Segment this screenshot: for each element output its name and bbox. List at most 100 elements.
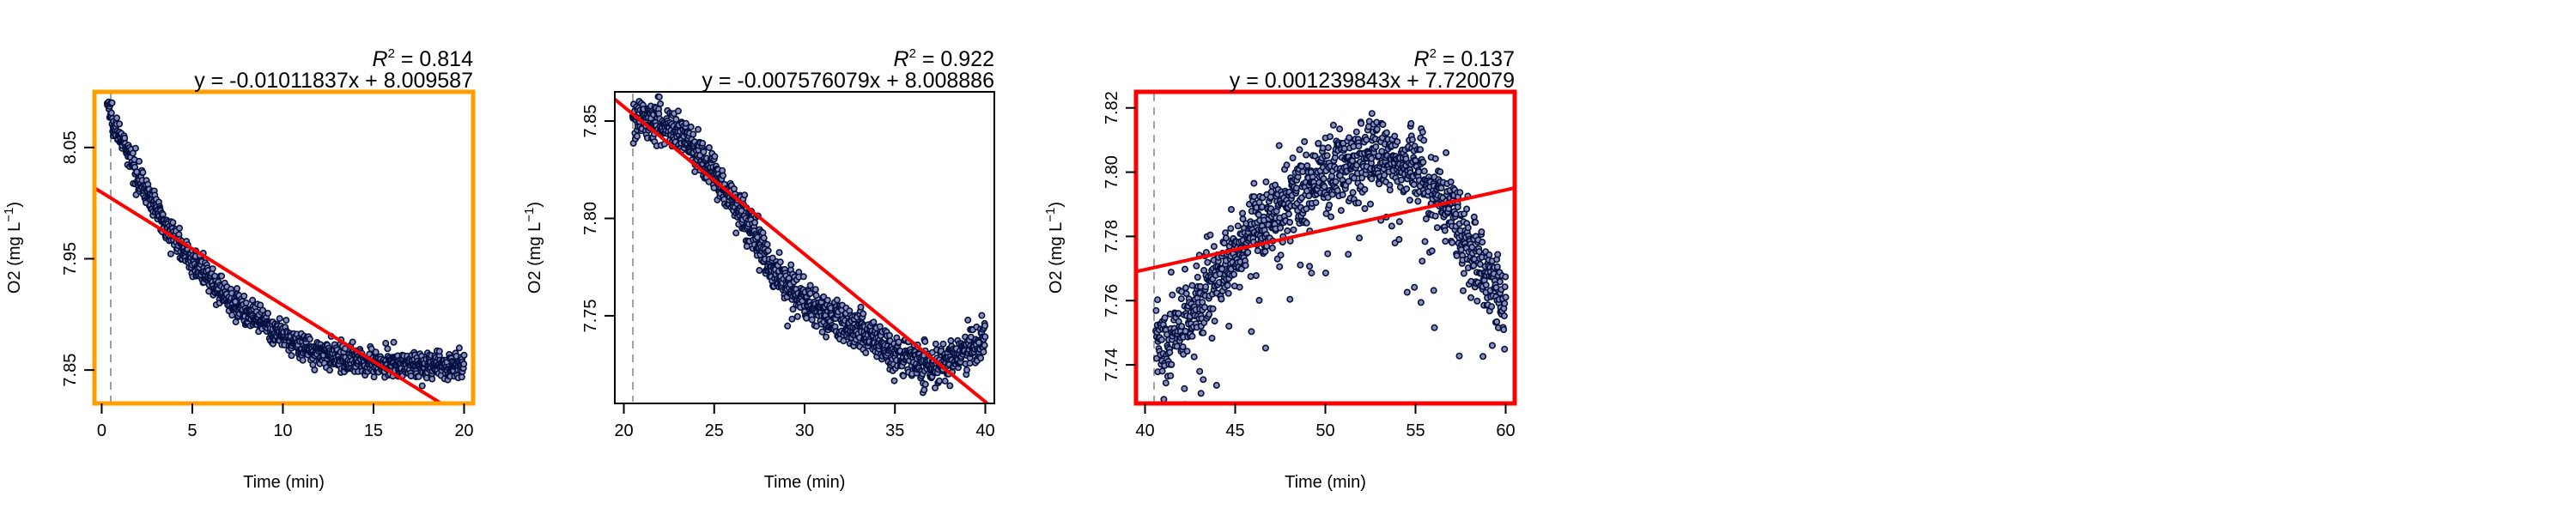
data-point <box>784 322 792 330</box>
y-tick-label: 7.74 <box>1103 348 1121 382</box>
data-point <box>1388 222 1395 230</box>
data-point <box>341 345 349 353</box>
data-point <box>1324 250 1332 258</box>
data-point <box>1361 185 1369 193</box>
regression-equation: y = -0.007576079x + 8.008886 <box>702 69 994 93</box>
data-point <box>1382 129 1390 136</box>
data-point <box>1167 269 1175 276</box>
data-point <box>1411 283 1419 291</box>
r-squared-label: R2 = 0.137 <box>1414 46 1515 71</box>
data-point <box>1419 258 1426 265</box>
data-point <box>1297 162 1305 170</box>
data-point <box>920 386 928 394</box>
data-point <box>1337 207 1345 215</box>
data-point <box>1361 205 1369 213</box>
data-point <box>1262 178 1270 185</box>
data-point <box>167 250 174 258</box>
data-point <box>1157 336 1165 343</box>
data-point <box>1178 323 1186 330</box>
data-point <box>1421 238 1429 245</box>
y-tick-label: 7.85 <box>581 105 600 138</box>
data-point <box>1345 251 1352 258</box>
y-tick-label: 7.75 <box>581 299 600 332</box>
data-point <box>1152 306 1160 314</box>
data-point <box>756 266 763 274</box>
data-point <box>1193 262 1200 270</box>
x-tick-label: 20 <box>614 421 633 440</box>
data-point <box>384 345 392 353</box>
data-point <box>980 348 987 355</box>
data-points <box>629 93 989 397</box>
data-point <box>921 380 929 388</box>
data-point <box>1368 110 1376 118</box>
data-point <box>1398 176 1406 184</box>
data-point <box>1284 227 1291 234</box>
data-point <box>1323 152 1331 160</box>
x-tick-label: 10 <box>273 421 292 440</box>
data-point <box>1467 294 1475 301</box>
regression-fit-line <box>1136 185 1515 274</box>
data-point <box>633 132 641 140</box>
data-point <box>1449 239 1456 246</box>
data-point <box>228 312 236 319</box>
data-point <box>719 172 726 179</box>
y-axis-ticks: 7.85 7.95 8.05 <box>61 130 94 387</box>
data-point <box>1210 243 1218 251</box>
data-point <box>372 348 380 356</box>
data-point <box>264 309 271 317</box>
data-point <box>1190 353 1198 360</box>
regression-equation: y = 0.001239843x + 7.720079 <box>1230 69 1515 93</box>
data-point <box>978 312 986 319</box>
data-point <box>1212 381 1220 389</box>
data-point <box>1355 199 1363 207</box>
data-point <box>1222 234 1230 242</box>
data-point <box>1501 283 1509 291</box>
data-point <box>1500 415 1505 421</box>
data-point <box>1204 258 1212 266</box>
data-point <box>1431 212 1439 220</box>
y-axis-ticks: 7.75 7.80 7.85 <box>581 105 615 332</box>
data-point <box>1244 249 1252 257</box>
data-point <box>764 246 772 254</box>
data-point <box>232 298 240 306</box>
data-point <box>1419 128 1426 136</box>
x-tick-label: 30 <box>795 421 814 440</box>
data-point <box>1381 172 1388 179</box>
data-point <box>690 130 697 138</box>
data-point <box>418 382 426 390</box>
data-point <box>981 322 989 330</box>
data-point <box>1234 222 1242 230</box>
data-point <box>1167 372 1175 379</box>
data-point <box>1248 328 1255 336</box>
data-point <box>283 317 290 324</box>
plot-area <box>94 92 473 403</box>
data-point <box>1473 297 1481 305</box>
data-point <box>1403 185 1411 193</box>
data-point <box>240 292 248 300</box>
x-tick-label: 0 <box>97 421 106 440</box>
data-point <box>108 99 116 106</box>
data-point <box>1460 287 1467 294</box>
data-point <box>1202 283 1210 291</box>
data-point <box>1297 261 1304 269</box>
data-point <box>921 337 929 345</box>
data-point <box>741 191 749 199</box>
data-point <box>1182 284 1189 292</box>
data-point <box>1332 178 1340 185</box>
data-point <box>886 331 894 339</box>
data-point <box>455 344 463 352</box>
data-point <box>788 315 796 323</box>
data-point <box>1502 273 1510 281</box>
data-point <box>1373 125 1381 133</box>
data-point <box>860 310 867 318</box>
data-point <box>672 116 680 124</box>
data-point <box>823 296 831 304</box>
data-point <box>460 351 468 359</box>
data-point <box>1431 324 1438 331</box>
data-point <box>981 342 988 349</box>
data-point <box>311 366 319 373</box>
data-point <box>1417 146 1425 154</box>
data-point <box>1324 144 1332 152</box>
fit-line-group <box>615 98 990 403</box>
